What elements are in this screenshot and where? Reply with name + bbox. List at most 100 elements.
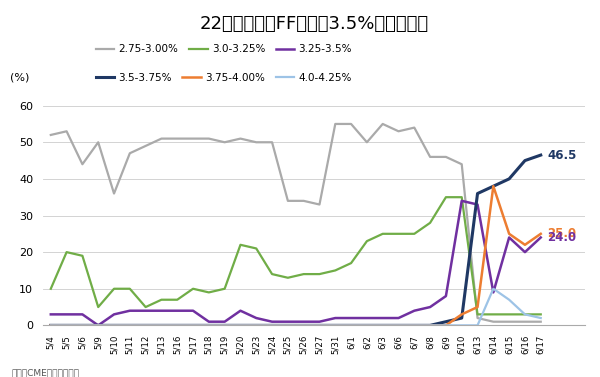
3.0-3.25% xyxy=(205,290,212,295)
4.0-4.25% xyxy=(79,323,86,328)
3.0-3.25% xyxy=(95,305,102,309)
3.25-3.5% xyxy=(490,290,497,295)
4.0-4.25% xyxy=(110,323,118,328)
3.0-3.25% xyxy=(537,312,544,317)
3.0-3.25% xyxy=(79,253,86,258)
Title: 22年末までのFF金利、3.5%超えが優勢: 22年末までのFF金利、3.5%超えが優勢 xyxy=(199,15,428,33)
3.0-3.25% xyxy=(458,195,466,199)
3.5-3.75% xyxy=(79,323,86,328)
4.0-4.25% xyxy=(221,323,228,328)
2.75-3.00% xyxy=(537,319,544,324)
2.75-3.00% xyxy=(268,140,275,144)
4.0-4.25% xyxy=(47,323,55,328)
3.25-3.5% xyxy=(347,316,355,320)
4.0-4.25% xyxy=(316,323,323,328)
3.25-3.5% xyxy=(458,199,466,203)
3.25-3.5% xyxy=(158,308,165,313)
3.25-3.5% xyxy=(363,316,370,320)
3.25-3.5% xyxy=(411,308,418,313)
4.0-4.25% xyxy=(190,323,197,328)
Text: 24.0: 24.0 xyxy=(547,231,576,244)
3.25-3.5% xyxy=(205,319,212,324)
3.5-3.75% xyxy=(442,319,449,324)
3.5-3.75% xyxy=(300,323,307,328)
2.75-3.00% xyxy=(158,136,165,141)
2.75-3.00% xyxy=(474,316,481,320)
3.75-4.00% xyxy=(379,323,386,328)
2.75-3.00% xyxy=(427,155,434,159)
3.5-3.75% xyxy=(63,323,70,328)
4.0-4.25% xyxy=(253,323,260,328)
3.25-3.5% xyxy=(316,319,323,324)
3.5-3.75% xyxy=(474,191,481,196)
2.75-3.00% xyxy=(95,140,102,144)
2.75-3.00% xyxy=(79,162,86,167)
3.75-4.00% xyxy=(237,323,244,328)
3.0-3.25% xyxy=(316,272,323,276)
3.0-3.25% xyxy=(490,312,497,317)
3.75-4.00% xyxy=(474,305,481,309)
3.75-4.00% xyxy=(490,184,497,188)
3.5-3.75% xyxy=(126,323,133,328)
3.75-4.00% xyxy=(316,323,323,328)
3.75-4.00% xyxy=(173,323,181,328)
3.5-3.75% xyxy=(458,316,466,320)
3.75-4.00% xyxy=(253,323,260,328)
3.5-3.75% xyxy=(221,323,228,328)
3.25-3.5% xyxy=(268,319,275,324)
2.75-3.00% xyxy=(395,129,402,133)
2.75-3.00% xyxy=(126,151,133,155)
3.0-3.25% xyxy=(47,287,55,291)
3.0-3.25% xyxy=(521,312,529,317)
2.75-3.00% xyxy=(47,133,55,137)
4.0-4.25% xyxy=(205,323,212,328)
2.75-3.00% xyxy=(190,136,197,141)
3.25-3.5% xyxy=(79,312,86,317)
3.75-4.00% xyxy=(347,323,355,328)
3.0-3.25% xyxy=(142,305,149,309)
3.5-3.75% xyxy=(142,323,149,328)
3.0-3.25% xyxy=(268,272,275,276)
3.25-3.5% xyxy=(474,202,481,207)
4.0-4.25% xyxy=(158,323,165,328)
2.75-3.00% xyxy=(205,136,212,141)
3.75-4.00% xyxy=(521,242,529,247)
Text: (%): (%) xyxy=(10,73,30,83)
3.75-4.00% xyxy=(458,312,466,317)
4.0-4.25% xyxy=(126,323,133,328)
4.0-4.25% xyxy=(521,312,529,317)
3.25-3.5% xyxy=(253,316,260,320)
3.75-4.00% xyxy=(332,323,339,328)
3.5-3.75% xyxy=(205,323,212,328)
3.0-3.25% xyxy=(442,195,449,199)
3.0-3.25% xyxy=(363,239,370,244)
2.75-3.00% xyxy=(521,319,529,324)
3.75-4.00% xyxy=(411,323,418,328)
3.0-3.25% xyxy=(190,287,197,291)
3.5-3.75% xyxy=(268,323,275,328)
2.75-3.00% xyxy=(221,140,228,144)
4.0-4.25% xyxy=(63,323,70,328)
Text: 46.5: 46.5 xyxy=(547,149,577,162)
2.75-3.00% xyxy=(411,126,418,130)
Line: 3.5-3.75%: 3.5-3.75% xyxy=(51,155,541,325)
4.0-4.25% xyxy=(458,323,466,328)
3.75-4.00% xyxy=(126,323,133,328)
3.25-3.5% xyxy=(173,308,181,313)
3.25-3.5% xyxy=(237,308,244,313)
3.75-4.00% xyxy=(395,323,402,328)
4.0-4.25% xyxy=(300,323,307,328)
2.75-3.00% xyxy=(458,162,466,167)
2.75-3.00% xyxy=(363,140,370,144)
3.0-3.25% xyxy=(474,312,481,317)
3.5-3.75% xyxy=(284,323,292,328)
3.0-3.25% xyxy=(347,261,355,265)
2.75-3.00% xyxy=(284,199,292,203)
4.0-4.25% xyxy=(332,323,339,328)
3.25-3.5% xyxy=(142,308,149,313)
3.75-4.00% xyxy=(158,323,165,328)
2.75-3.00% xyxy=(110,191,118,196)
Line: 4.0-4.25%: 4.0-4.25% xyxy=(51,289,541,325)
2.75-3.00% xyxy=(63,129,70,133)
3.5-3.75% xyxy=(316,323,323,328)
